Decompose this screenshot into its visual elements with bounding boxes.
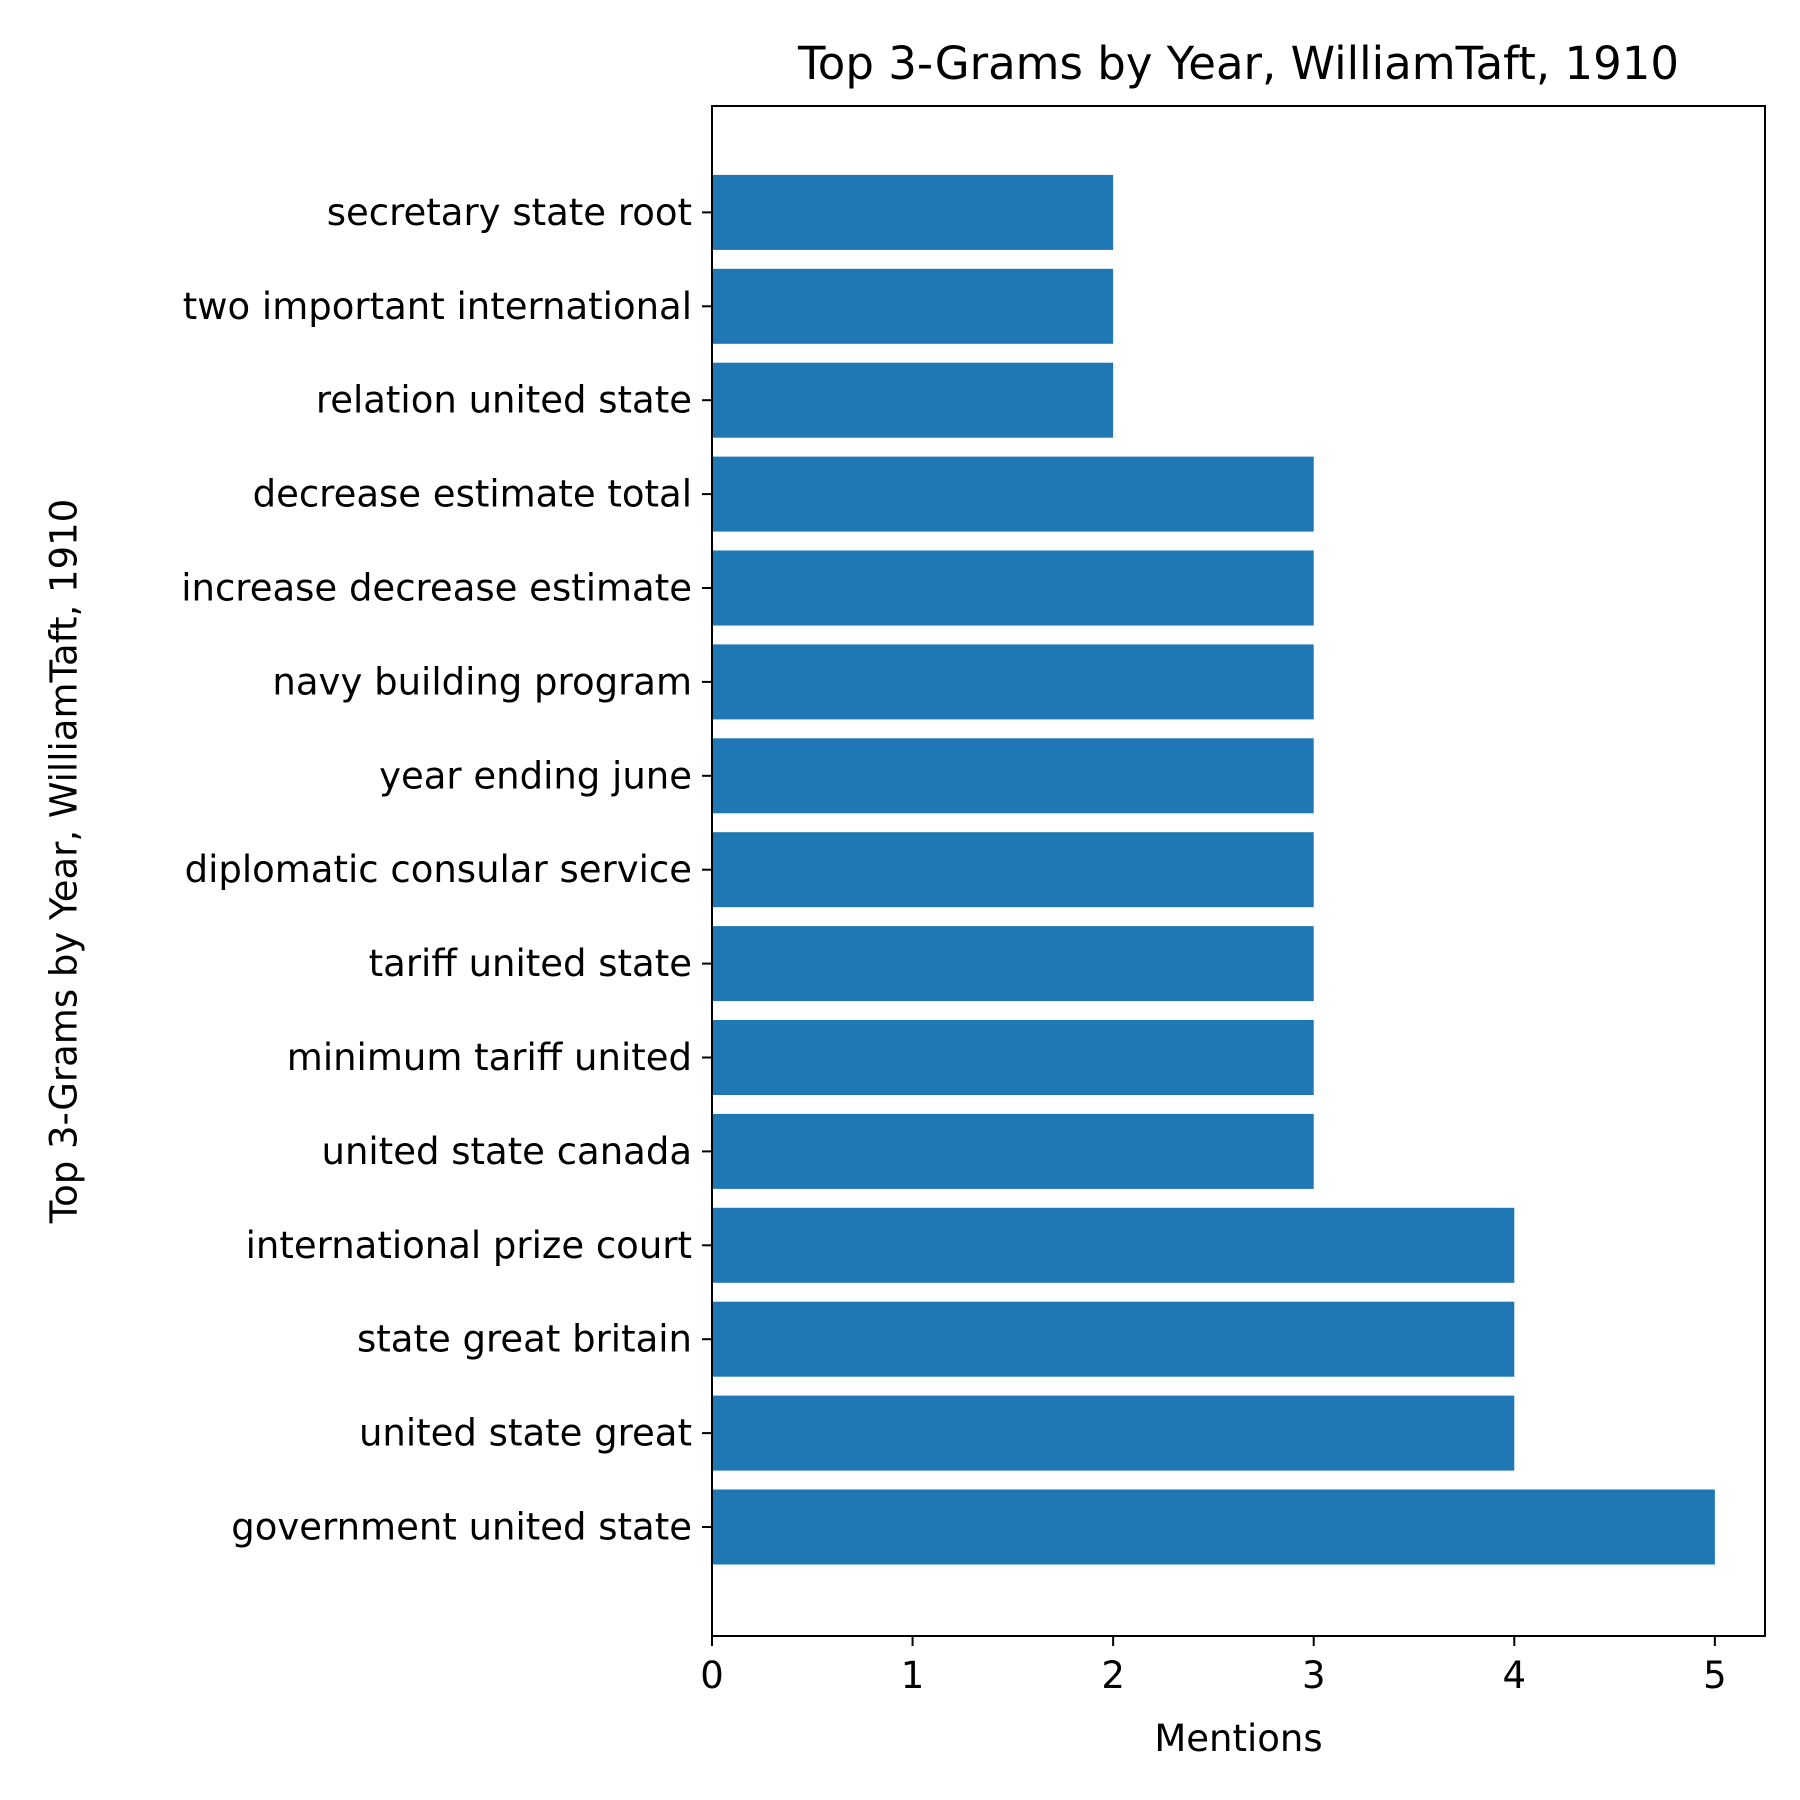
bar-tariff-united-state bbox=[712, 926, 1314, 1002]
x-tick-label: 3 bbox=[1302, 1654, 1326, 1697]
bar-increase-decrease-estimate bbox=[712, 550, 1314, 626]
y-tick-label: diplomatic consular service bbox=[185, 848, 692, 891]
bar-year-ending-june bbox=[712, 738, 1314, 814]
y-tick-label: tariff united state bbox=[369, 942, 692, 985]
y-tick-label: international prize court bbox=[246, 1224, 692, 1267]
chart-title: Top 3-Grams by Year, WilliamTaft, 1910 bbox=[797, 37, 1679, 90]
bar-decrease-estimate-total bbox=[712, 456, 1314, 532]
y-tick-label: two important international bbox=[183, 285, 692, 328]
y-tick-label: minimum tariff united bbox=[287, 1036, 692, 1079]
y-tick-label: government united state bbox=[231, 1506, 692, 1549]
y-tick-label: united state canada bbox=[322, 1130, 693, 1173]
bar-relation-united-state bbox=[712, 362, 1114, 438]
bar-state-great-britain bbox=[712, 1301, 1515, 1377]
bar-navy-building-program bbox=[712, 644, 1314, 720]
y-tick-label: state great britain bbox=[357, 1318, 692, 1361]
y-tick-label: secretary state root bbox=[327, 191, 692, 234]
bar-international-prize-court bbox=[712, 1207, 1515, 1283]
x-tick-label: 0 bbox=[700, 1654, 724, 1697]
bar-two-important-international bbox=[712, 268, 1114, 344]
bar-united-state-great bbox=[712, 1395, 1515, 1471]
bar-united-state-canada bbox=[712, 1113, 1314, 1189]
y-tick-label: year ending june bbox=[379, 754, 692, 797]
x-axis-label: Mentions bbox=[1154, 1717, 1322, 1760]
x-tick-label: 1 bbox=[901, 1654, 925, 1697]
x-tick-label: 4 bbox=[1503, 1654, 1527, 1697]
x-tick-label: 2 bbox=[1101, 1654, 1125, 1697]
x-tick-label: 5 bbox=[1703, 1654, 1727, 1697]
y-ticks-group: government united state united state grea… bbox=[181, 191, 712, 1549]
bar-diplomatic-consular-service bbox=[712, 832, 1314, 908]
bar-secretary-state-root bbox=[712, 174, 1114, 250]
bars-group bbox=[712, 174, 1715, 1565]
y-tick-label: navy building program bbox=[272, 660, 692, 703]
y-tick-label: decrease estimate total bbox=[253, 473, 692, 516]
y-tick-label: increase decrease estimate bbox=[181, 567, 692, 610]
bar-government-united-state bbox=[712, 1489, 1715, 1565]
y-tick-label: united state great bbox=[359, 1412, 692, 1455]
x-ticks-group: 0 1 2 3 4 5 bbox=[700, 1636, 1727, 1697]
y-tick-label: relation united state bbox=[316, 379, 692, 422]
bar-minimum-tariff-united bbox=[712, 1020, 1314, 1095]
y-axis-label: Top 3-Grams by Year, WilliamTaft, 1910 bbox=[43, 499, 86, 1224]
plot-frame bbox=[711, 105, 1766, 1637]
